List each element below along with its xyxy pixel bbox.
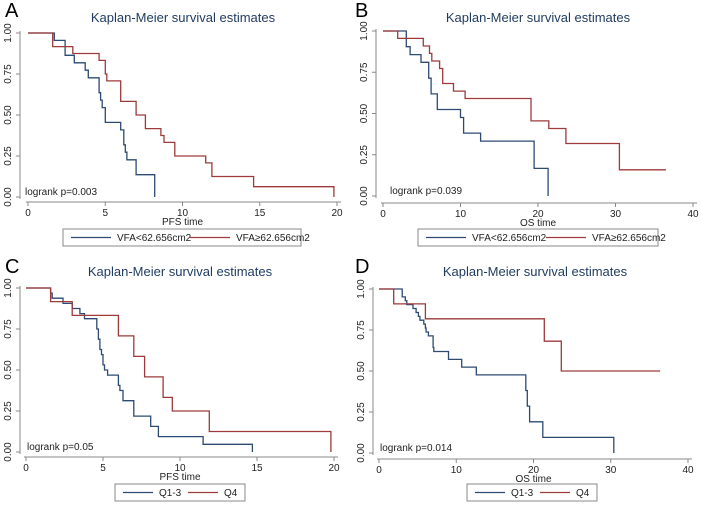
chart-title: Kaplan-Meier survival estimates [443,264,628,279]
legend: Q1-3 Q4 [466,483,598,502]
legend-label-2: Q4 [224,488,238,499]
legend-label-1: Q1-3 [511,488,534,499]
legend-box [114,483,246,502]
panel-label: B [355,0,368,22]
legend-label-2: VFA≥62.656cm2 [236,233,310,244]
x-tick-label: 5 [100,463,106,474]
panel-a: A Kaplan-Meier survival estimates 0.00 0.25… [3,0,343,247]
y-tick-label: 0.50 [356,361,367,381]
y-tick-label: 0.75 [3,64,14,84]
legend-box [466,483,598,502]
legend-label-2: VFA≥62.656cm2 [592,233,666,244]
logrank-annotation: logrank p=0.05 [27,442,94,453]
x-tick-label: 20 [528,465,540,476]
x-tick-label: 0 [23,463,29,474]
y-tick-label: 0.75 [3,319,14,339]
x-tick-label: 15 [254,208,266,219]
x-axis-title: OS time [520,218,557,229]
x-tick-label: 20 [331,208,343,219]
x-tick-label: 10 [177,208,189,219]
legend-box [62,228,302,247]
y-tick-label: 0.75 [359,62,370,82]
logrank-annotation: logrank p=0.003 [25,187,97,198]
survival-curve-2 [379,288,661,372]
x-tick-label: 10 [451,465,463,476]
x-tick-label: 20 [328,463,340,474]
y-tick-label: 1.00 [3,278,14,298]
x-tick-label: 0 [380,209,386,220]
y-tick-label: 0.50 [359,103,370,123]
y-tick-label: 1.00 [359,21,370,41]
x-tick-label: 10 [174,463,186,474]
survival-curve-1 [383,30,549,196]
y-tick-label: 0.25 [359,145,370,165]
legend: VFA<62.656cm2 VFA≥62.656cm2 [62,228,310,247]
survival-curve-1 [379,288,615,453]
legend-box [417,228,659,247]
legend: Q1-3 Q4 [114,483,246,502]
x-tick-label: 15 [251,463,263,474]
panel-label: A [5,0,19,22]
survival-curve-2 [28,32,335,197]
x-tick-label: 30 [610,209,622,220]
panel-label: C [5,256,19,278]
x-tick-label: 5 [102,208,108,219]
chart-title: Kaplan-Meier survival estimates [91,10,276,25]
x-tick-label: 0 [25,208,31,219]
chart-title: Kaplan-Meier survival estimates [446,10,631,25]
y-tick-label: 0.75 [356,320,367,340]
legend-label-1: Q1-3 [159,488,182,499]
x-axis-title: PFS time [162,217,204,228]
panel-label: D [355,256,369,278]
y-tick-label: 1.00 [356,279,367,299]
panel-c: C Kaplan-Meier survival estimates 0.00 0.25… [3,256,340,502]
legend: VFA<62.656cm2 VFA≥62.656cm2 [417,228,666,247]
survival-curve-1 [26,287,254,452]
y-tick-label: 0.50 [3,105,14,125]
x-tick-label: 30 [605,465,617,476]
y-tick-label: 1.00 [3,23,14,43]
x-tick-label: 40 [687,209,699,220]
y-tick-label: 0.25 [3,146,14,166]
x-tick-label: 40 [682,465,694,476]
legend-label-1: VFA<62.656cm2 [472,233,547,244]
survival-curve-1 [28,32,156,197]
panel-b: B Kaplan-Meier survival estimates 0.00 0.25… [355,0,699,247]
y-tick-label: 0.00 [3,187,14,207]
survival-curve-2 [383,30,666,171]
y-tick-label: 0.00 [359,186,370,206]
x-axis-title: PFS time [159,472,201,483]
survival-curve-2 [26,287,332,452]
y-tick-label: 0.25 [356,402,367,422]
legend-label-1: VFA<62.656cm2 [117,233,192,244]
chart-title: Kaplan-Meier survival estimates [88,264,273,279]
x-axis-title: OS time [515,474,552,485]
logrank-annotation: logrank p=0.014 [380,443,452,454]
y-tick-label: 0.25 [3,401,14,421]
legend-label-2: Q4 [576,488,590,499]
logrank-annotation: logrank p=0.039 [390,186,462,197]
panel-d: D Kaplan-Meier survival estimates 0.00 0.25… [355,256,694,502]
x-tick-label: 0 [376,465,382,476]
y-tick-label: 0.00 [356,443,367,463]
x-tick-label: 10 [455,209,467,220]
y-tick-label: 0.50 [3,360,14,380]
y-tick-label: 0.00 [3,442,14,462]
x-tick-label: 20 [532,209,544,220]
